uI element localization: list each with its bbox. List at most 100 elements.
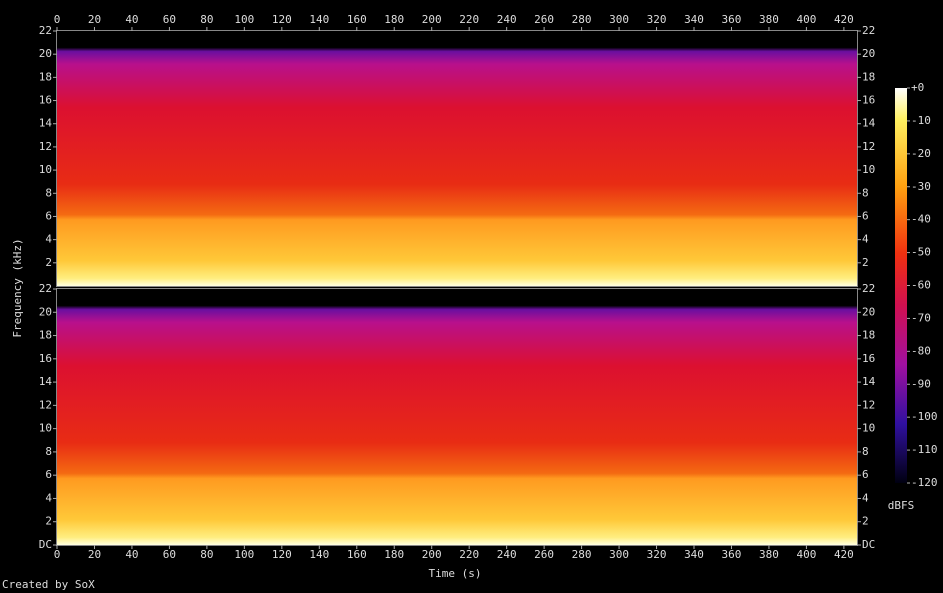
x-tick-label: 200 [422, 548, 442, 561]
x-tick-label: 180 [384, 548, 404, 561]
x-tick-label: 60 [163, 548, 176, 561]
y-tick-label: 22 [862, 282, 875, 295]
y-tick-label: 16 [862, 352, 875, 365]
x-tick-label: 80 [200, 13, 213, 26]
x-tick-label: 120 [272, 13, 292, 26]
spectrogram-panel [57, 31, 857, 286]
y-tick-label: 10 [39, 422, 52, 435]
y-tick-label: 4 [45, 233, 52, 246]
y-tick-label: 16 [862, 94, 875, 107]
x-tick-label: 340 [684, 548, 704, 561]
x-tick-label: 420 [834, 13, 854, 26]
y-tick-label: 6 [45, 468, 52, 481]
y-tick-label: 14 [862, 117, 876, 130]
y-tick-label: 10 [39, 163, 52, 176]
y-tick-label: 20 [39, 47, 52, 60]
x-tick-label: 160 [347, 13, 367, 26]
colorbar-tick-label: -20 [911, 147, 931, 160]
x-tick-label: 360 [722, 548, 742, 561]
colorbar-tick-label: -70 [911, 311, 931, 324]
y-tick-label: 14 [862, 375, 876, 388]
colorbar-tick-label: +0 [911, 81, 924, 94]
y-tick-label: 18 [39, 329, 52, 342]
y-tick-label: DC [39, 538, 52, 551]
colorbar-tick-label: -50 [911, 246, 931, 259]
y-tick-label: 18 [39, 70, 52, 83]
y-tick-label: 2 [862, 515, 869, 528]
y-tick-label: 16 [39, 352, 52, 365]
y-tick-label: 4 [45, 491, 52, 504]
y-tick-label: 2 [45, 515, 52, 528]
y-tick-label: 16 [39, 94, 52, 107]
x-tick-label: 300 [609, 548, 629, 561]
x-tick-label: 220 [459, 548, 479, 561]
x-tick-label: 40 [125, 13, 138, 26]
credit: Created by SoX [2, 578, 95, 591]
x-tick-label: 380 [759, 13, 779, 26]
x-tick-label: 40 [125, 548, 138, 561]
x-tick-label: 200 [422, 13, 442, 26]
x-tick-label: 380 [759, 548, 779, 561]
x-tick-label: 80 [200, 548, 213, 561]
y-tick-label: 2 [45, 256, 52, 269]
colorbar-tick-label: -110 [911, 443, 938, 456]
y-tick-label: DC [862, 538, 875, 551]
x-tick-label: 320 [647, 13, 667, 26]
colorbar [895, 88, 907, 483]
colorbar-tick-label: -90 [911, 377, 931, 390]
x-tick-label: 20 [88, 13, 101, 26]
colorbar-tick-label: -40 [911, 213, 931, 226]
y-tick-label: 14 [39, 375, 53, 388]
x-tick-label: 180 [384, 13, 404, 26]
colorbar-tick-label: -80 [911, 344, 931, 357]
y-tick-label: 8 [45, 186, 52, 199]
x-tick-label: 0 [54, 548, 61, 561]
y-tick-label: 10 [862, 422, 875, 435]
y-tick-label: 12 [862, 140, 875, 153]
panel-border [56, 30, 858, 287]
y-tick-label: 12 [39, 398, 52, 411]
x-tick-label: 20 [88, 548, 101, 561]
y-tick-label: 2 [862, 256, 869, 269]
y-tick-label: 4 [862, 491, 869, 504]
x-tick-label: 240 [497, 13, 517, 26]
x-tick-label: 340 [684, 13, 704, 26]
y-tick-label: 8 [862, 445, 869, 458]
y-tick-label: 10 [862, 163, 875, 176]
y-tick-label: 18 [862, 70, 875, 83]
x-tick-label: 240 [497, 548, 517, 561]
x-tick-label: 140 [309, 13, 329, 26]
x-tick-label: 120 [272, 548, 292, 561]
x-tick-label: 100 [234, 548, 254, 561]
y-tick-label: 8 [862, 186, 869, 199]
x-tick-label: 360 [722, 13, 742, 26]
y-tick-label: 22 [862, 24, 875, 37]
x-tick-label: 60 [163, 13, 176, 26]
y-tick-label: 18 [862, 329, 875, 342]
y-tick-label: 22 [39, 24, 52, 37]
y-tick-label: 4 [862, 233, 869, 246]
x-tick-label: 260 [534, 548, 554, 561]
colorbar-tick-label: -10 [911, 114, 931, 127]
x-tick-label: 140 [309, 548, 329, 561]
x-tick-label: 300 [609, 13, 629, 26]
y-tick-label: 12 [39, 140, 52, 153]
y-tick-label: 20 [862, 47, 875, 60]
x-tick-label: 420 [834, 548, 854, 561]
x-tick-label: 220 [459, 13, 479, 26]
y-tick-label: 6 [45, 209, 52, 222]
y-tick-label: 14 [39, 117, 53, 130]
y-tick-label: 20 [39, 305, 52, 318]
x-axis-label: Time (s) [429, 567, 482, 580]
y-tick-label: 20 [862, 305, 875, 318]
y-tick-label: 6 [862, 209, 869, 222]
colorbar-tick-label: -120 [911, 476, 938, 489]
y-tick-label: 12 [862, 398, 875, 411]
x-tick-label: 400 [796, 13, 816, 26]
y-tick-label: 22 [39, 282, 52, 295]
colorbar-tick-label: -100 [911, 410, 938, 423]
x-tick-label: 280 [572, 13, 592, 26]
x-tick-label: 160 [347, 548, 367, 561]
